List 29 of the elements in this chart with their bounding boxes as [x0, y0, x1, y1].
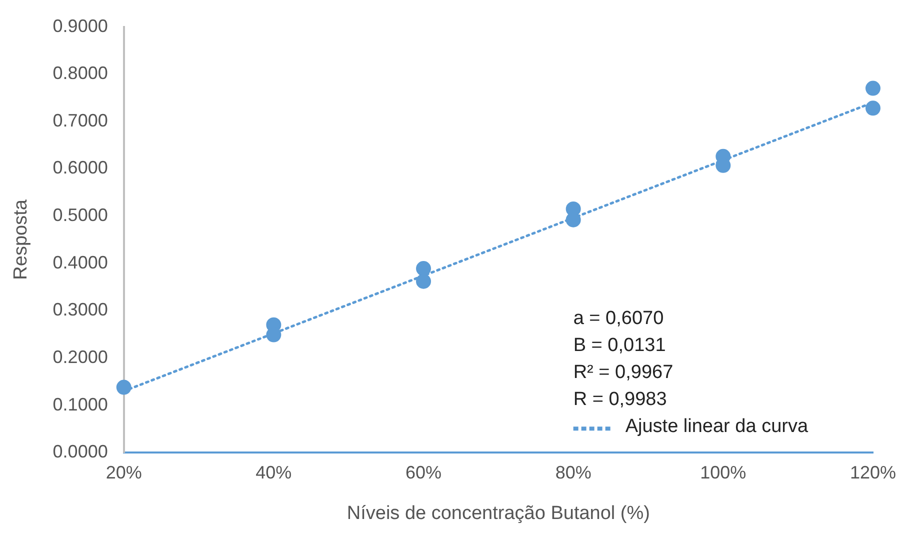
x-tick-label: 100% — [700, 462, 746, 482]
x-tick-label: 120% — [850, 462, 896, 482]
point — [116, 380, 132, 395]
y-tick-label: 0.3000 — [52, 300, 108, 320]
y-tick-label: 0.0000 — [52, 442, 108, 462]
y-tick-label: 0.1000 — [52, 394, 108, 414]
point — [416, 261, 432, 276]
point — [416, 274, 432, 289]
y-tick-label: 0.8000 — [52, 63, 108, 84]
point — [865, 100, 880, 116]
y-tick-label: 0.5000 — [52, 205, 108, 226]
y-tick-label: 0.2000 — [52, 346, 108, 367]
x-tick-label: 20% — [106, 462, 142, 482]
annotation: R² = 0,9967 — [573, 362, 674, 383]
legend-label: Ajuste linear da curva — [625, 416, 808, 437]
y-tick-label: 0.9000 — [52, 16, 108, 36]
point — [566, 212, 581, 228]
annotation: B = 0,0131 — [573, 334, 666, 356]
y-tick-label: 0.4000 — [52, 252, 108, 272]
x-tick-label: 40% — [256, 462, 292, 482]
y-tick-label: 0.7000 — [52, 110, 108, 130]
x-tick-label: 80% — [555, 462, 592, 482]
annotation: R = 0,9983 — [573, 388, 667, 410]
x-axis-title: Níveis de concentração Butanol (%) — [346, 502, 650, 524]
x-tick-label: 60% — [405, 462, 442, 482]
y-axis-title: Resposta — [10, 199, 32, 280]
y-tick-label: 0.6000 — [52, 158, 108, 178]
annotation: a = 0,6070 — [573, 308, 664, 329]
point — [865, 80, 880, 96]
